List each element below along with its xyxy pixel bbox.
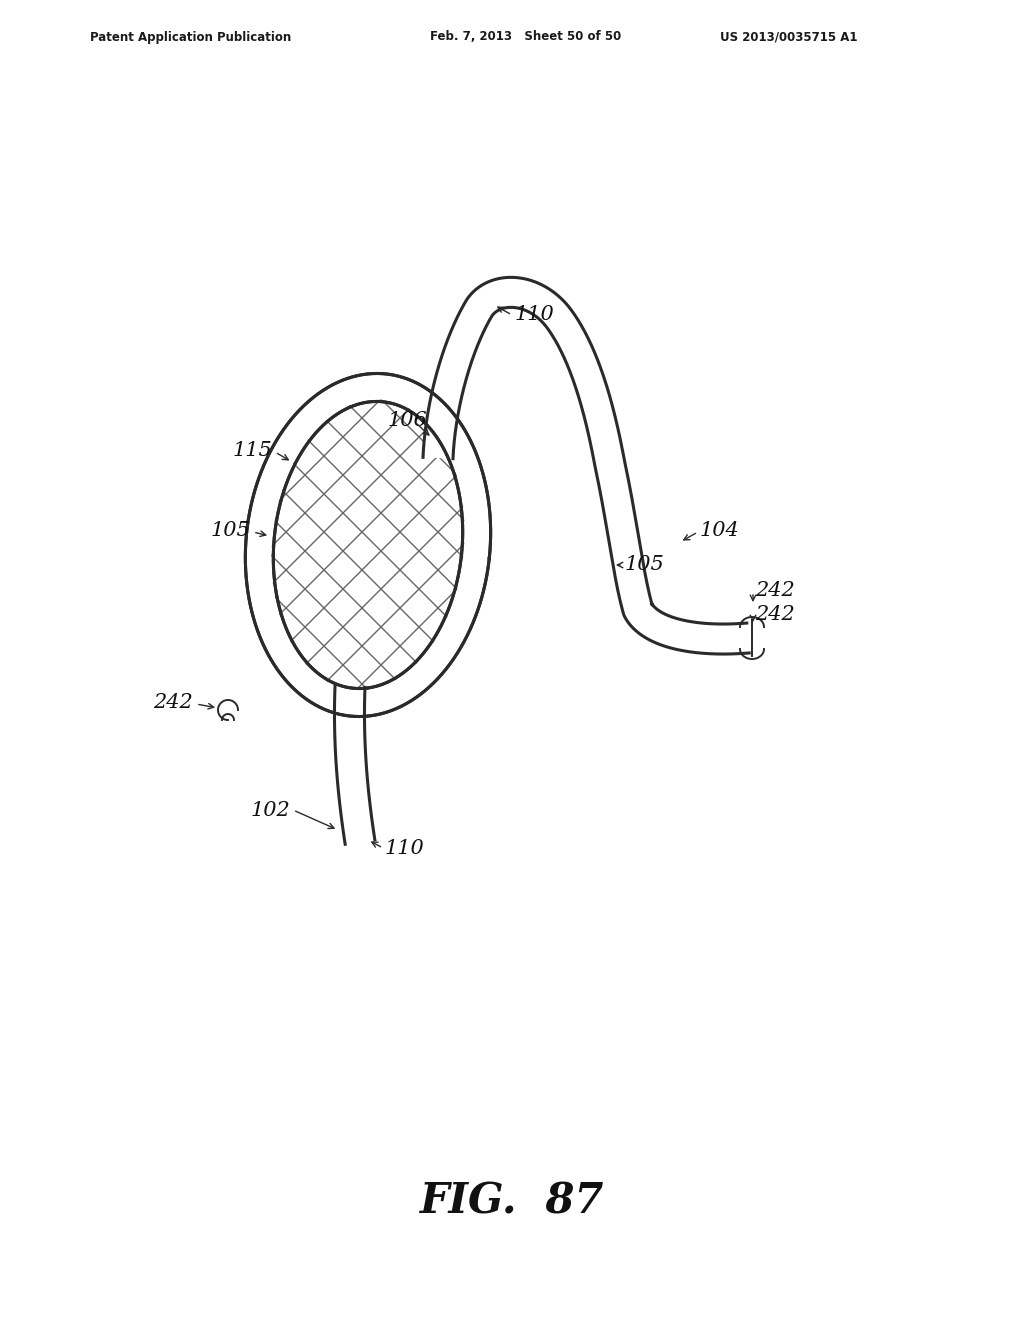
Text: 110: 110 (515, 305, 555, 325)
Text: 102: 102 (250, 800, 290, 820)
Text: 105: 105 (210, 520, 250, 540)
Text: 105: 105 (625, 556, 665, 574)
Text: Patent Application Publication: Patent Application Publication (90, 30, 291, 44)
Text: Feb. 7, 2013   Sheet 50 of 50: Feb. 7, 2013 Sheet 50 of 50 (430, 30, 622, 44)
Text: FIG.  87: FIG. 87 (420, 1181, 604, 1224)
Text: 242: 242 (755, 605, 795, 623)
Polygon shape (246, 374, 490, 717)
Text: 110: 110 (385, 838, 425, 858)
Text: 242: 242 (154, 693, 193, 711)
Text: 115: 115 (232, 441, 272, 459)
Text: 106: 106 (388, 411, 428, 429)
Polygon shape (335, 686, 375, 845)
Text: 104: 104 (700, 520, 739, 540)
Polygon shape (423, 277, 750, 653)
Text: 242: 242 (755, 581, 795, 599)
Text: US 2013/0035715 A1: US 2013/0035715 A1 (720, 30, 857, 44)
